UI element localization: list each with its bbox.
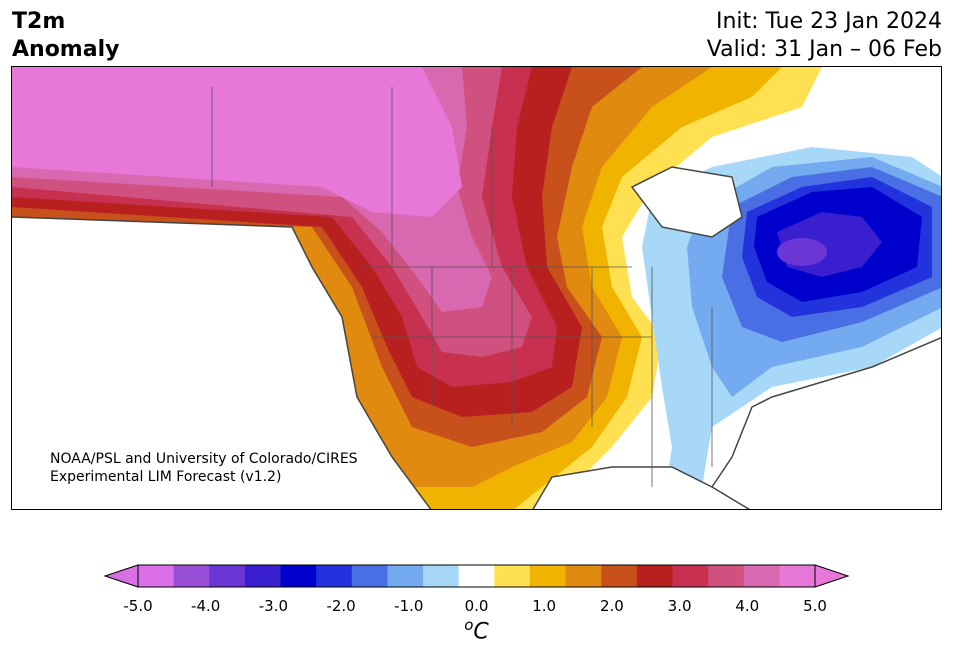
coastlines <box>12 166 941 509</box>
colorbar-cell <box>529 565 567 587</box>
colorbar-cell <box>138 565 175 587</box>
init-date: Init: Tue 23 Jan 2024 <box>715 9 942 34</box>
credit-line2: Experimental LIM Forecast (v1.2) <box>50 469 282 485</box>
colorbar-right-arrow <box>814 564 850 588</box>
colorbar-cell <box>565 565 602 587</box>
anomaly-map: NOAA/PSL and University of Colorado/CIRE… <box>11 66 942 510</box>
colorbar-tick-label: 0.0 <box>464 597 489 615</box>
colorbar-tick-label: -3.0 <box>258 597 289 615</box>
colorbar-cell <box>636 565 673 587</box>
anomaly-band-4p5 <box>12 67 462 217</box>
colorbar-cells <box>138 565 816 587</box>
colorbar-cell <box>423 565 460 587</box>
valid-dates: Valid: 31 Jan – 06 Feb <box>706 37 942 62</box>
credit-text: NOAA/PSL and University of Colorado/CIRE… <box>50 450 358 486</box>
map-title: T2m Anomaly <box>12 8 119 64</box>
colorbar-tick-label: -1.0 <box>394 597 424 615</box>
title-variable-line2: Anomaly <box>12 37 120 62</box>
pacific-ocean <box>12 217 431 509</box>
colorbar-cell <box>779 565 816 587</box>
atlantic-ocean <box>732 337 941 509</box>
colorbar-cell <box>209 565 246 587</box>
colorbar-unit: oC <box>0 616 953 644</box>
colorbar-tick-label: -5.0 <box>123 597 153 615</box>
hudson-bay <box>632 167 742 237</box>
colorbar-cell <box>351 565 388 587</box>
colorbar-cell <box>708 565 745 587</box>
colorbar-cell <box>387 565 424 587</box>
colorbar-cell <box>672 565 709 587</box>
colorbar-cell <box>173 565 210 587</box>
colorbar-tick-label: 3.0 <box>667 597 692 615</box>
colorbar-tick-label: -4.0 <box>191 597 221 615</box>
unit-degree: o <box>464 616 474 634</box>
colorbar-cell <box>494 565 531 587</box>
colorbar <box>103 564 850 588</box>
colorbar-tick-label: 1.0 <box>532 597 557 615</box>
colorbar-tick-label: 2.0 <box>599 597 624 615</box>
colorbar-tick-label: 4.0 <box>735 597 760 615</box>
anomaly-band-minus-4 <box>777 238 827 266</box>
title-variable-line1: T2m <box>12 9 66 34</box>
colorbar-cell <box>743 565 780 587</box>
gulf-of-mexico <box>533 467 731 509</box>
colorbar-cell <box>601 565 638 587</box>
colorbar-outline <box>137 564 816 588</box>
unit-celsius: C <box>473 619 489 645</box>
colorbar-cell <box>458 565 495 587</box>
state-borders <box>211 87 713 487</box>
colorbar-cell <box>280 565 317 587</box>
colorbar-cell <box>244 565 282 587</box>
credit-line1: NOAA/PSL and University of Colorado/CIRE… <box>50 451 358 467</box>
colorbar-tick-label: 5.0 <box>803 597 827 615</box>
colorbar-tick-label: -2.0 <box>326 597 356 615</box>
forecast-dates: Init: Tue 23 Jan 2024 Valid: 31 Jan – 06… <box>707 8 942 64</box>
colorbar-left-arrow <box>103 564 139 588</box>
anomaly-map-svg <box>12 67 941 509</box>
colorbar-cell <box>316 565 353 587</box>
